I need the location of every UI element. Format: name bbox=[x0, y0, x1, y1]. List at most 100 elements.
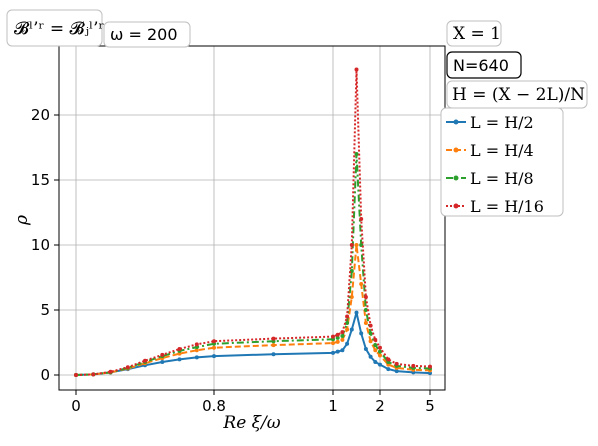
svg-text:N=640: N=640 bbox=[453, 56, 509, 75]
data-point bbox=[394, 369, 399, 374]
data-point bbox=[335, 339, 340, 344]
data-point bbox=[378, 362, 382, 367]
svg-text:H = (X − 2L)/N: H = (X − 2L)/N bbox=[452, 85, 585, 105]
data-point bbox=[345, 321, 350, 325]
legend-label: L = H/8 bbox=[470, 169, 534, 188]
legend-entry: L = H/16 bbox=[446, 197, 544, 216]
legend: L = H/2 L = H/4 L = H/8 L = H/16 bbox=[440, 107, 564, 217]
data-point bbox=[363, 308, 368, 312]
data-point bbox=[394, 361, 399, 366]
x-tick-label: 2 bbox=[375, 397, 385, 415]
data-point bbox=[125, 365, 130, 370]
data-point bbox=[212, 354, 216, 359]
y-tick-label: 5 bbox=[40, 301, 50, 319]
svg-text:X = 1: X = 1 bbox=[453, 24, 501, 44]
data-point bbox=[349, 327, 354, 332]
data-point bbox=[349, 295, 354, 299]
plot-frame bbox=[58, 45, 446, 391]
x-axis-label: Re ξ/ω bbox=[222, 413, 280, 433]
y-tick-label: 10 bbox=[31, 236, 50, 254]
data-point bbox=[194, 342, 199, 347]
svg-text:ω = 200: ω = 200 bbox=[110, 25, 178, 44]
annotation-n: N=640 bbox=[446, 51, 522, 79]
data-point bbox=[428, 364, 432, 369]
data-point bbox=[194, 348, 199, 353]
series-4 bbox=[74, 67, 432, 377]
data-point bbox=[212, 339, 216, 344]
annotation-boundary-condition: 𝓑ˡ’ʳ = 𝓑ⱼˡ’ʳ bbox=[6, 9, 104, 47]
data-point bbox=[331, 350, 335, 355]
legend-marker bbox=[453, 147, 459, 153]
data-point bbox=[345, 341, 350, 346]
data-point bbox=[194, 355, 199, 360]
x-tick-label: 1 bbox=[328, 397, 338, 415]
y-tick-label: 0 bbox=[40, 366, 50, 384]
data-point bbox=[74, 373, 78, 377]
y-axis-label: ρ bbox=[12, 215, 32, 226]
data-point bbox=[363, 347, 368, 351]
data-point bbox=[386, 357, 391, 362]
data-point bbox=[354, 152, 359, 156]
series-layer bbox=[74, 67, 432, 377]
data-point bbox=[335, 332, 340, 337]
data-point bbox=[345, 327, 350, 332]
data-point bbox=[335, 349, 340, 354]
data-point bbox=[177, 347, 182, 351]
data-point bbox=[354, 243, 359, 247]
data-point bbox=[378, 349, 382, 354]
data-point bbox=[386, 367, 391, 372]
data-point bbox=[378, 345, 382, 350]
legend-label: L = H/4 bbox=[470, 141, 534, 160]
data-point bbox=[271, 352, 276, 357]
data-point bbox=[363, 321, 368, 325]
data-point bbox=[359, 217, 364, 221]
annotation-h: H = (X − 2L)/N bbox=[446, 80, 588, 109]
data-point bbox=[411, 363, 416, 368]
legend-marker bbox=[453, 203, 459, 209]
y-tick-label: 15 bbox=[31, 171, 50, 189]
data-point bbox=[340, 348, 345, 353]
data-point bbox=[91, 372, 96, 377]
data-point bbox=[354, 310, 359, 315]
x-tick-label: 0.8 bbox=[202, 397, 226, 415]
data-point bbox=[331, 334, 335, 339]
annotation-omega: ω = 200 bbox=[103, 21, 191, 48]
legend-entry: L = H/8 bbox=[446, 169, 534, 188]
data-point bbox=[368, 323, 373, 328]
data-point bbox=[143, 358, 147, 363]
data-point bbox=[160, 352, 165, 357]
data-point bbox=[359, 282, 364, 286]
legend-entry: L = H/2 bbox=[446, 113, 534, 132]
ticks: 0 0.8 1 2 5 0 5 10 15 20 bbox=[31, 106, 435, 415]
legend-marker bbox=[453, 119, 459, 125]
y-tick-label: 20 bbox=[31, 106, 50, 124]
legend-marker bbox=[453, 175, 459, 181]
data-point bbox=[340, 334, 345, 338]
data-point bbox=[108, 369, 113, 374]
data-point bbox=[368, 354, 373, 359]
data-point bbox=[271, 336, 276, 341]
legend-entry: L = H/4 bbox=[446, 141, 534, 160]
data-point bbox=[345, 314, 350, 319]
data-point bbox=[373, 348, 378, 353]
data-point bbox=[368, 339, 373, 344]
data-point bbox=[373, 343, 378, 348]
data-point bbox=[378, 353, 382, 358]
data-point bbox=[340, 330, 345, 335]
legend-label: L = H/2 bbox=[470, 113, 534, 132]
data-point bbox=[212, 345, 216, 350]
data-point bbox=[354, 67, 359, 72]
data-point bbox=[177, 357, 182, 362]
data-point bbox=[349, 243, 354, 247]
data-point bbox=[335, 335, 340, 340]
svg-text:𝓑ˡ’ʳ = 𝓑ⱼˡ’ʳ: 𝓑ˡ’ʳ = 𝓑ⱼˡ’ʳ bbox=[14, 19, 104, 39]
x-tick-label: 0 bbox=[71, 397, 81, 415]
gridlines bbox=[59, 46, 445, 390]
data-point bbox=[373, 360, 378, 364]
data-point bbox=[160, 360, 165, 364]
data-point bbox=[373, 337, 378, 342]
x-tick-label: 5 bbox=[425, 397, 435, 415]
data-point bbox=[271, 343, 276, 348]
plot-area bbox=[59, 46, 445, 390]
